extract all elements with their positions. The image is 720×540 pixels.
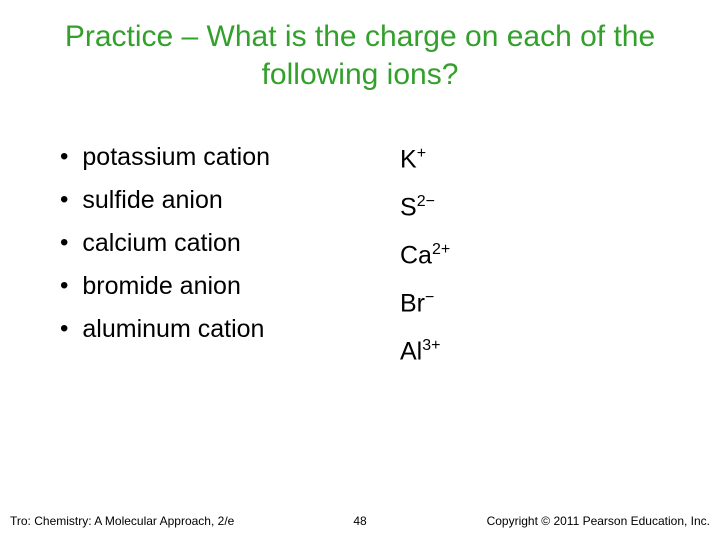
- bullet-icon: •: [60, 231, 68, 255]
- ion-name: bromide anion: [82, 272, 240, 301]
- content-area: • potassium cation • sulfide anion • cal…: [0, 93, 720, 383]
- ion-formula: Br−: [400, 287, 450, 321]
- ion-formula: S2−: [400, 191, 450, 225]
- ion-charge: 2+: [432, 241, 450, 258]
- bullet-icon: •: [60, 188, 68, 212]
- footer-page-number: 48: [353, 514, 366, 528]
- ion-formula: K+: [400, 143, 450, 177]
- slide-title: Practice – What is the charge on each of…: [0, 0, 720, 93]
- list-item: • aluminum cation: [60, 315, 390, 344]
- ion-charge: −: [425, 289, 434, 306]
- ion-symbol: Ca: [400, 241, 432, 269]
- ion-symbol: Al: [400, 338, 422, 366]
- bullet-icon: •: [60, 145, 68, 169]
- ion-name-list: • potassium cation • sulfide anion • cal…: [60, 143, 390, 383]
- ion-formula-list: K+ S2− Ca2+ Br− Al3+: [390, 143, 450, 383]
- ion-symbol: K: [400, 145, 417, 173]
- ion-charge: +: [417, 145, 426, 162]
- footer-copyright: Copyright © 2011 Pearson Education, Inc.: [487, 514, 710, 528]
- bullet-icon: •: [60, 274, 68, 298]
- list-item: • calcium cation: [60, 229, 390, 258]
- list-item: • potassium cation: [60, 143, 390, 172]
- ion-name: aluminum cation: [82, 315, 264, 344]
- ion-name: calcium cation: [82, 229, 240, 258]
- ion-charge: 2−: [417, 193, 435, 210]
- ion-name: potassium cation: [82, 143, 270, 172]
- list-item: • sulfide anion: [60, 186, 390, 215]
- ion-formula: Ca2+: [400, 239, 450, 273]
- ion-formula: Al3+: [400, 335, 450, 369]
- list-item: • bromide anion: [60, 272, 390, 301]
- ion-charge: 3+: [422, 337, 440, 354]
- footer-left-text: Tro: Chemistry: A Molecular Approach, 2/…: [10, 514, 234, 528]
- ion-name: sulfide anion: [82, 186, 222, 215]
- bullet-icon: •: [60, 317, 68, 341]
- ion-symbol: S: [400, 193, 417, 221]
- ion-symbol: Br: [400, 290, 425, 318]
